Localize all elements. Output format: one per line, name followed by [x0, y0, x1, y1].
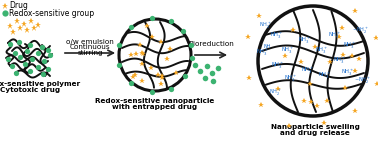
Text: NH$_3^+$: NH$_3^+$ [341, 68, 355, 78]
Text: with entrapped drug: with entrapped drug [112, 104, 198, 110]
Text: Bioreduction: Bioreduction [188, 41, 234, 47]
Text: NH$_3^+$: NH$_3^+$ [315, 46, 328, 56]
Text: stirring: stirring [77, 50, 103, 56]
Text: NH$_2^+$: NH$_2^+$ [269, 88, 281, 98]
Text: Redox-sensitive polymer: Redox-sensitive polymer [0, 81, 81, 87]
Text: NH$_3^+$: NH$_3^+$ [284, 74, 297, 84]
Text: NH$_3^+$: NH$_3^+$ [256, 48, 270, 58]
Text: Continuous: Continuous [70, 44, 110, 50]
Text: Nanoparticle swelling: Nanoparticle swelling [271, 124, 359, 130]
Text: NH$_2^+$: NH$_2^+$ [259, 21, 271, 31]
Text: ~NH$_2^+$: ~NH$_2^+$ [352, 26, 369, 36]
Text: and drug release: and drug release [280, 130, 350, 136]
Text: NH: NH [263, 44, 271, 49]
Text: Drug: Drug [9, 2, 28, 10]
Text: Redox-sensitive nanoparticle: Redox-sensitive nanoparticle [95, 98, 215, 104]
Text: NH$_3^+$: NH$_3^+$ [298, 36, 311, 46]
Text: NH$_3^+$: NH$_3^+$ [328, 31, 342, 41]
Text: NH$_3^+$: NH$_3^+$ [301, 66, 314, 76]
Text: NH$_3^+$: NH$_3^+$ [281, 46, 294, 56]
Text: o/w emulsion: o/w emulsion [66, 39, 114, 45]
Text: NH$_3^+$: NH$_3^+$ [270, 31, 284, 41]
Text: ~NH$_2^+$: ~NH$_2^+$ [353, 76, 370, 86]
Text: NH$_3^+$: NH$_3^+$ [318, 71, 332, 81]
Text: NH$_3^+$: NH$_3^+$ [271, 61, 285, 71]
Text: Cytotoxic drug: Cytotoxic drug [0, 87, 60, 93]
Text: NH$_3^+$: NH$_3^+$ [343, 41, 356, 51]
Text: NH$_3^+$: NH$_3^+$ [333, 56, 347, 66]
Text: Redox-sensitive group: Redox-sensitive group [9, 8, 94, 17]
